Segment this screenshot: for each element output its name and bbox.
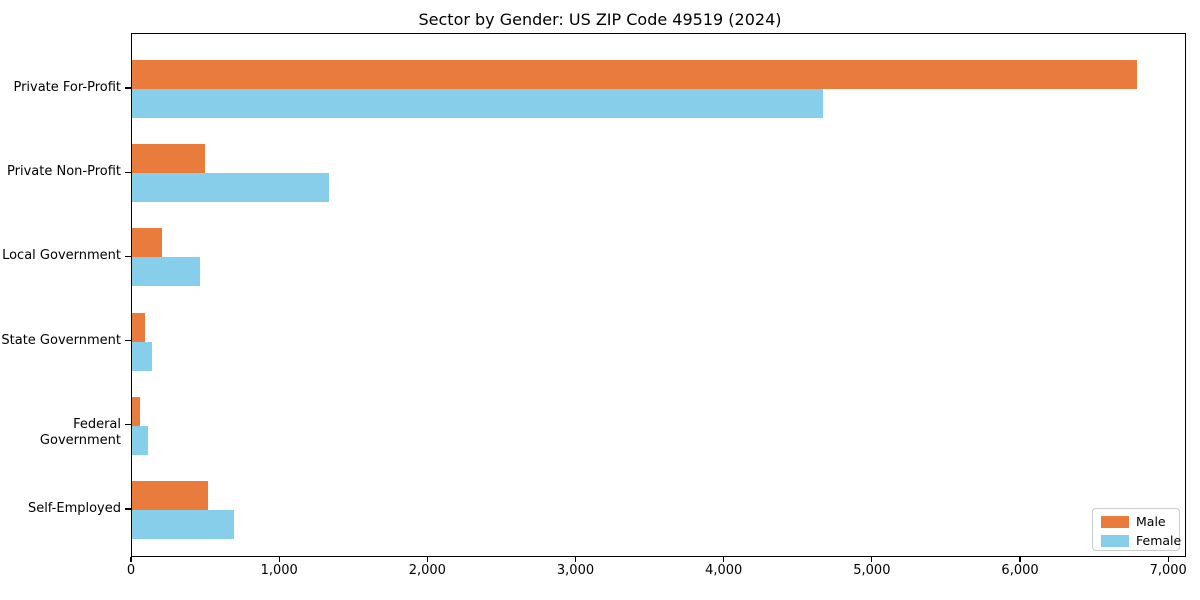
bar-female-6 bbox=[132, 510, 235, 539]
bar-male-2 bbox=[132, 144, 205, 174]
category-label: Local Government bbox=[2, 248, 121, 264]
x-tick-label: 4,000 bbox=[705, 563, 743, 578]
x-tick-label: 3,000 bbox=[556, 563, 595, 578]
bar-male-1 bbox=[132, 60, 1137, 89]
legend-swatch-male bbox=[1101, 516, 1129, 528]
chart-title: Sector by Gender: US ZIP Code 49519 (202… bbox=[418, 10, 782, 29]
bar-male-6 bbox=[132, 481, 209, 510]
legend-swatch-female bbox=[1101, 535, 1129, 547]
x-tick-mark bbox=[1167, 557, 1169, 562]
bar-male-4 bbox=[132, 312, 146, 342]
bar-female-5 bbox=[132, 425, 149, 455]
bar-male-3 bbox=[132, 228, 162, 258]
bar-female-4 bbox=[132, 341, 152, 371]
x-tick-mark bbox=[278, 557, 280, 562]
x-tick-label: 2,000 bbox=[408, 563, 446, 578]
x-tick-mark bbox=[723, 557, 725, 562]
y-tick-mark bbox=[125, 424, 131, 426]
legend-entry-female: Female bbox=[1093, 533, 1182, 548]
bar-female-1 bbox=[132, 89, 823, 118]
x-tick-label: 1,000 bbox=[260, 563, 298, 578]
plot-area bbox=[131, 33, 1186, 557]
category-label: Federal Government bbox=[39, 416, 121, 448]
y-tick-mark bbox=[125, 171, 131, 173]
x-tick-label: 5,000 bbox=[853, 563, 891, 578]
category-label: Self-Employed bbox=[27, 501, 121, 516]
y-tick-mark bbox=[125, 255, 131, 257]
y-tick-mark bbox=[125, 508, 131, 510]
x-tick-label: 0 bbox=[126, 563, 136, 578]
y-tick-mark bbox=[125, 340, 131, 342]
x-tick-mark bbox=[871, 557, 873, 562]
x-tick-mark bbox=[574, 557, 577, 562]
category-label: Private Non-Profit bbox=[7, 164, 121, 180]
x-tick-mark bbox=[426, 557, 428, 562]
legend-label: Male bbox=[1136, 514, 1166, 529]
x-tick-label: 7,000 bbox=[1149, 563, 1187, 578]
legend: Male Female bbox=[1092, 508, 1182, 551]
y-tick-mark bbox=[125, 87, 131, 89]
bar-female-2 bbox=[132, 173, 330, 203]
legend-label: Female bbox=[1136, 533, 1182, 548]
x-tick-mark bbox=[130, 557, 132, 562]
category-label: Private For-Profit bbox=[13, 80, 121, 95]
x-tick-label: 6,000 bbox=[1001, 563, 1039, 578]
bar-male-5 bbox=[132, 396, 141, 426]
legend-entry-male: Male bbox=[1093, 515, 1179, 529]
x-tick-mark bbox=[1019, 557, 1021, 562]
bar-female-3 bbox=[132, 257, 201, 287]
category-label: State Government bbox=[1, 332, 121, 348]
